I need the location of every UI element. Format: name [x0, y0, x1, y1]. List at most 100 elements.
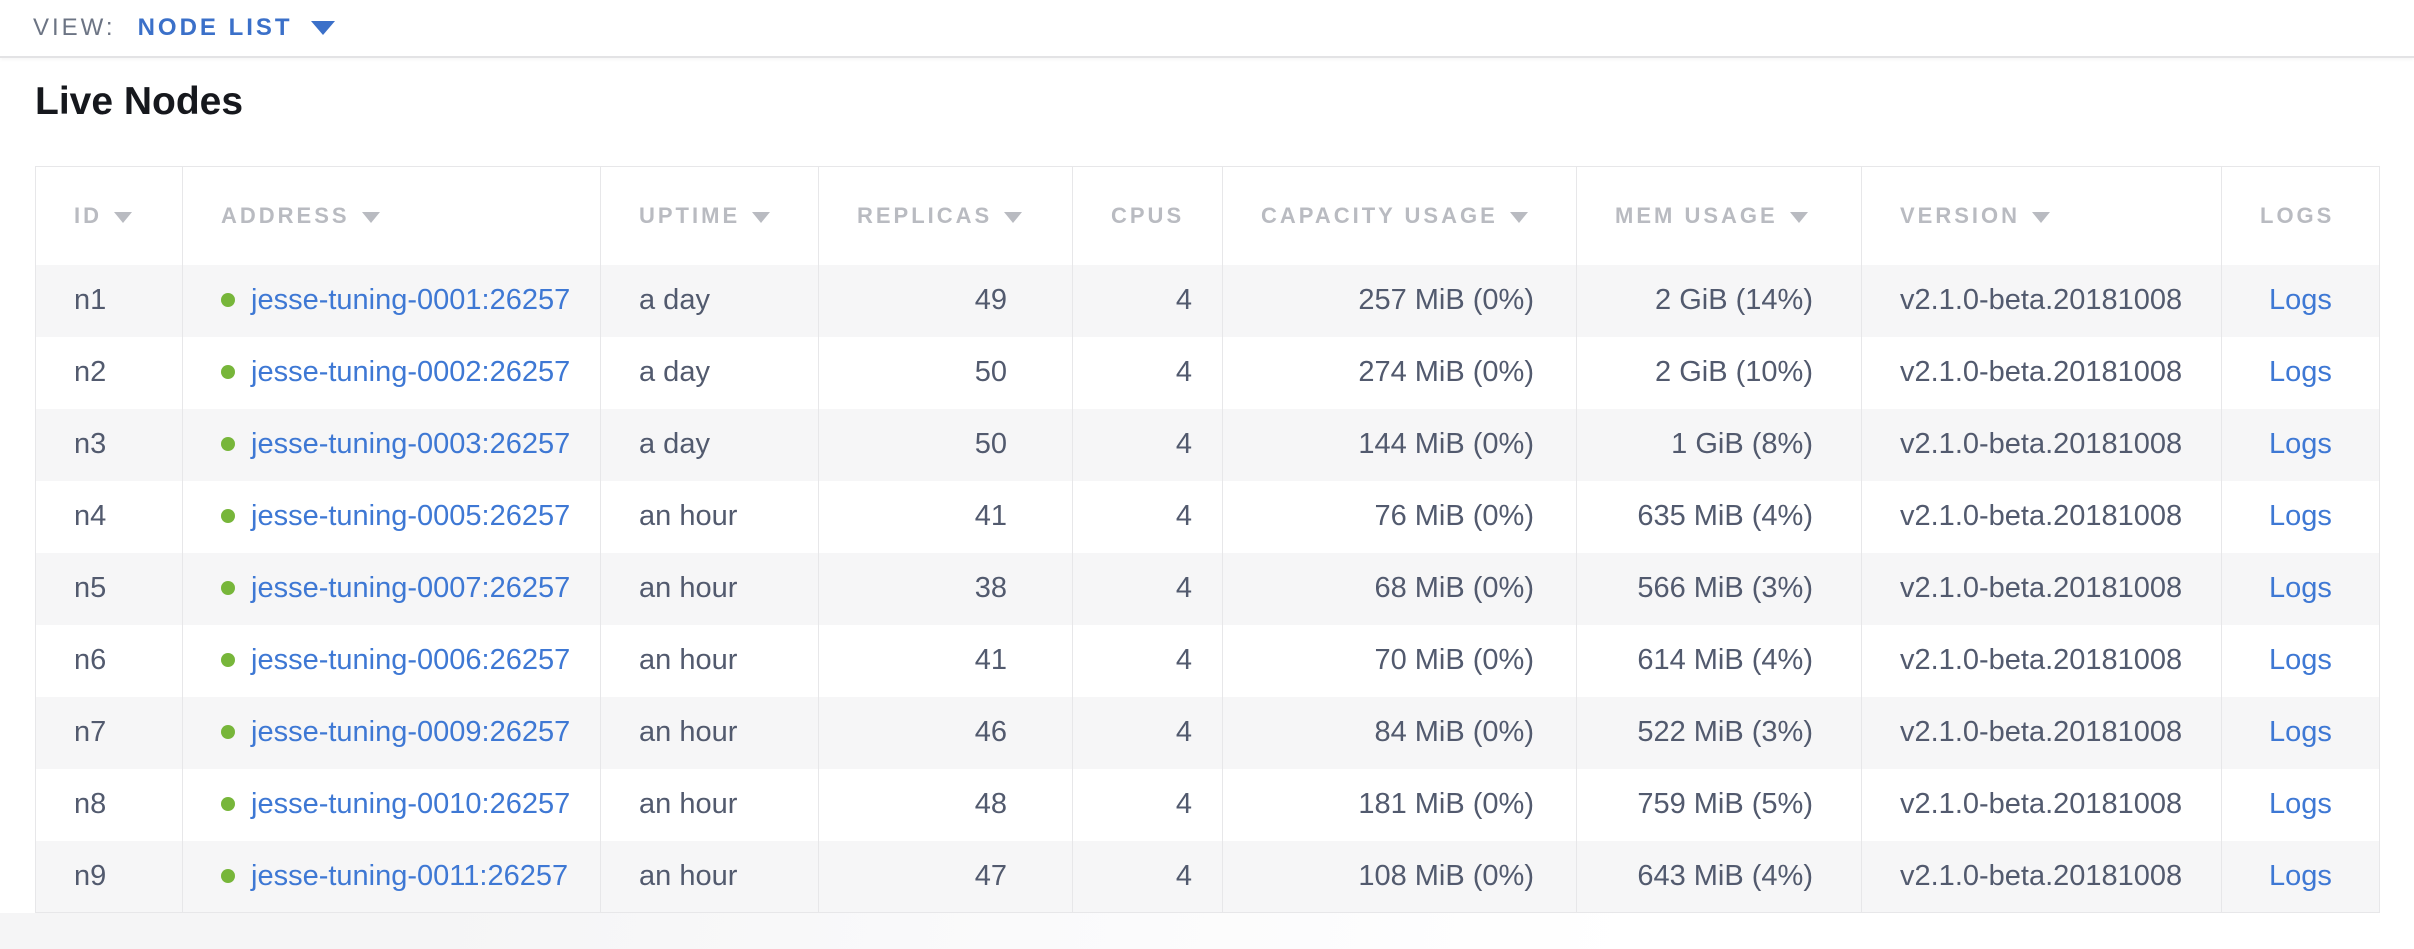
- cell-address: jesse-tuning-0001:26257: [182, 264, 601, 337]
- node-address-link[interactable]: jesse-tuning-0010:26257: [251, 788, 571, 820]
- cell-mem: 614 MiB (4%): [1576, 624, 1862, 697]
- cell-address: jesse-tuning-0010:26257: [182, 768, 601, 841]
- column-label: ADDRESS: [221, 202, 350, 228]
- cell-logs: Logs: [2221, 768, 2380, 841]
- column-label: REPLICAS: [857, 202, 993, 228]
- cell-replicas: 48: [818, 768, 1073, 841]
- node-logs-link[interactable]: Logs: [2269, 284, 2332, 316]
- node-status-dot: [221, 797, 235, 811]
- cell-replicas: 47: [818, 840, 1073, 913]
- view-selector[interactable]: NODE LIST: [138, 14, 335, 42]
- node-logs-link[interactable]: Logs: [2269, 572, 2332, 604]
- node-logs-link[interactable]: Logs: [2269, 428, 2332, 460]
- cell-capacity: 108 MiB (0%): [1222, 840, 1577, 913]
- cell-logs: Logs: [2221, 336, 2380, 409]
- column-label: ID: [74, 202, 102, 228]
- view-bar: VIEW: NODE LIST: [0, 0, 2414, 58]
- cell-version: v2.1.0-beta.20181008: [1861, 264, 2222, 337]
- node-address-link[interactable]: jesse-tuning-0001:26257: [251, 284, 571, 316]
- cell-address: jesse-tuning-0006:26257: [182, 624, 601, 697]
- cell-capacity: 68 MiB (0%): [1222, 552, 1577, 625]
- column-label: LOGS: [2260, 202, 2335, 228]
- cell-version: v2.1.0-beta.20181008: [1861, 408, 2222, 481]
- column-label: VERSION: [1900, 202, 2021, 228]
- column-header-cpus: CPUS: [1072, 166, 1223, 265]
- column-header-uptime[interactable]: UPTIME: [600, 166, 819, 265]
- node-address-link[interactable]: jesse-tuning-0002:26257: [251, 356, 571, 388]
- table-header-row: ID ADDRESS UPTIME REPLICAS CPUS CAPACITY USAG…: [36, 166, 2380, 265]
- node-address-link[interactable]: jesse-tuning-0007:26257: [251, 572, 571, 604]
- table-row: n1 jesse-tuning-0001:26257 a day 49 4 257 MiB…: [35, 264, 2380, 337]
- cell-id: n1: [74, 284, 107, 316]
- sort-desc-icon: [1004, 211, 1023, 223]
- column-header-replicas[interactable]: REPLICAS: [818, 166, 1073, 265]
- cell-id: n3: [74, 428, 107, 460]
- cell-logs: Logs: [2221, 408, 2380, 481]
- node-logs-link[interactable]: Logs: [2269, 716, 2332, 748]
- node-status-dot: [221, 581, 235, 595]
- cell-cpus: 4: [1072, 552, 1223, 625]
- cell-version: v2.1.0-beta.20181008: [1861, 768, 2222, 841]
- cell-uptime: an hour: [600, 552, 819, 625]
- cell-version: v2.1.0-beta.20181008: [1861, 840, 2222, 913]
- page-title: Live Nodes: [35, 80, 244, 123]
- column-label: UPTIME: [639, 202, 741, 228]
- cell-address: jesse-tuning-0002:26257: [182, 336, 601, 409]
- cell-cpus: 4: [1072, 480, 1223, 553]
- node-logs-link[interactable]: Logs: [2269, 788, 2332, 820]
- cell-cpus: 4: [1072, 264, 1223, 337]
- cell-logs: Logs: [2221, 552, 2380, 625]
- chevron-down-icon: [310, 21, 335, 35]
- column-header-address[interactable]: ADDRESS: [182, 166, 601, 265]
- cell-id: n7: [74, 716, 107, 748]
- node-address-link[interactable]: jesse-tuning-0005:26257: [251, 500, 571, 532]
- cell-capacity: 181 MiB (0%): [1222, 768, 1577, 841]
- sort-desc-icon: [2032, 211, 2051, 223]
- cell-uptime: an hour: [600, 768, 819, 841]
- cell-cpus: 4: [1072, 768, 1223, 841]
- cell-uptime: an hour: [600, 480, 819, 553]
- sort-desc-icon: [361, 211, 380, 223]
- cell-uptime: an hour: [600, 624, 819, 697]
- node-logs-link[interactable]: Logs: [2269, 500, 2332, 532]
- cell-id: n4: [74, 500, 107, 532]
- node-status-dot: [221, 293, 235, 307]
- cell-id: n6: [74, 644, 107, 676]
- column-header-capacity[interactable]: CAPACITY USAGE: [1222, 166, 1577, 265]
- cell-mem: 635 MiB (4%): [1576, 480, 1862, 553]
- table-row: n5 jesse-tuning-0007:26257 an hour 38 4 68 Mi…: [35, 552, 2380, 625]
- cell-uptime: an hour: [600, 840, 819, 913]
- cell-mem: 759 MiB (5%): [1576, 768, 1862, 841]
- sort-desc-icon: [1789, 211, 1808, 223]
- cell-replicas: 41: [818, 624, 1073, 697]
- cell-id: n2: [74, 356, 107, 388]
- cell-capacity: 76 MiB (0%): [1222, 480, 1577, 553]
- node-logs-link[interactable]: Logs: [2269, 356, 2332, 388]
- column-label: CPUS: [1111, 202, 1185, 228]
- cell-id: n5: [74, 572, 107, 604]
- node-address-link[interactable]: jesse-tuning-0009:26257: [251, 716, 571, 748]
- node-logs-link[interactable]: Logs: [2269, 644, 2332, 676]
- column-header-version[interactable]: VERSION: [1861, 166, 2222, 265]
- cell-uptime: a day: [600, 264, 819, 337]
- column-label: CAPACITY USAGE: [1261, 202, 1498, 228]
- node-address-link[interactable]: jesse-tuning-0006:26257: [251, 644, 571, 676]
- table-body: n1 jesse-tuning-0001:26257 a day 49 4 257 MiB…: [35, 264, 2380, 913]
- node-logs-link[interactable]: Logs: [2269, 859, 2332, 892]
- cell-version: v2.1.0-beta.20181008: [1861, 336, 2222, 409]
- table-row: n3 jesse-tuning-0003:26257 a day 50 4 144 MiB…: [35, 408, 2380, 481]
- sort-desc-icon: [752, 211, 771, 223]
- cell-replicas: 41: [818, 480, 1073, 553]
- column-header-id[interactable]: ID: [36, 167, 183, 265]
- cell-cpus: 4: [1072, 840, 1223, 913]
- node-address-link[interactable]: jesse-tuning-0003:26257: [251, 428, 571, 460]
- table-row: n8 jesse-tuning-0010:26257 an hour 48 4 181 M…: [36, 768, 2380, 841]
- cell-cpus: 4: [1072, 624, 1223, 697]
- column-header-mem[interactable]: MEM USAGE: [1576, 166, 1862, 265]
- cell-replicas: 50: [818, 408, 1073, 481]
- main-content: Live Nodes ID ADDRESS UPTIME REPLICAS CPUS CA…: [0, 80, 2414, 913]
- table-row: n4 jesse-tuning-0005:26257 an hour 41 4 76 Mi…: [36, 480, 2380, 553]
- node-address-link[interactable]: jesse-tuning-0011:26257: [251, 859, 569, 892]
- cell-logs: Logs: [2221, 696, 2380, 769]
- cell-version: v2.1.0-beta.20181008: [1861, 696, 2222, 769]
